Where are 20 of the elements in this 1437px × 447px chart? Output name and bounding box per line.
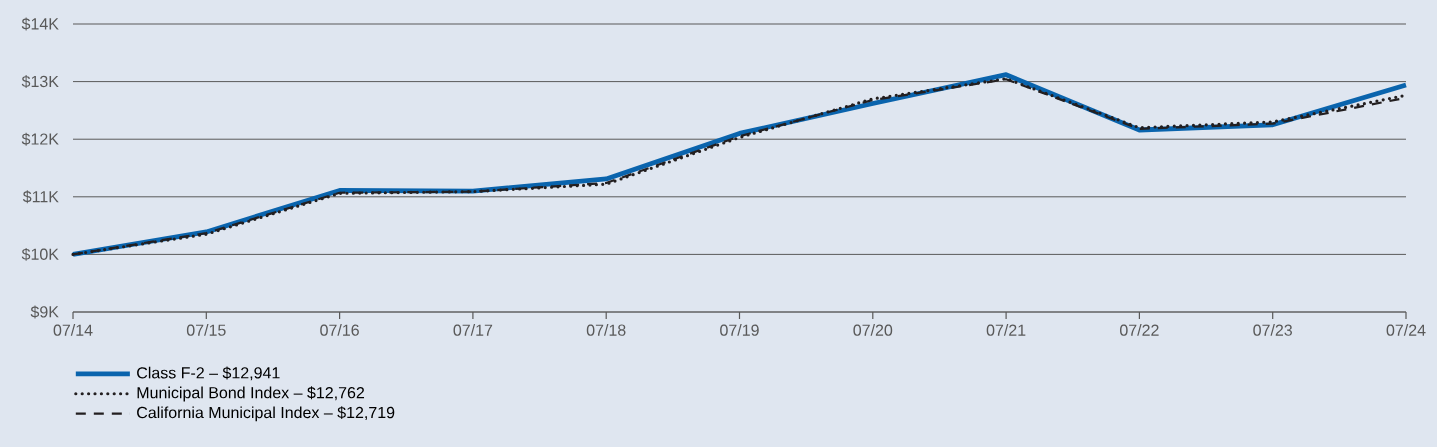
- legend-label: California Municipal Index – $12,719: [137, 406, 395, 422]
- legend-label: Municipal Bond Index – $12,762: [137, 386, 365, 402]
- y-tick-label: $13K: [21, 75, 59, 89]
- x-tick-label: 07/14: [53, 324, 93, 336]
- y-tick-label: $9K: [30, 305, 59, 319]
- y-tick-label: $11K: [22, 190, 59, 204]
- x-tick-label: 07/21: [986, 324, 1026, 336]
- x-tick-label: 07/17: [453, 324, 493, 336]
- x-tick-label: 07/16: [320, 324, 359, 336]
- x-tick-label: 07/15: [186, 324, 226, 336]
- y-tick-label: $14K: [21, 17, 59, 31]
- y-tick-label: $12K: [21, 132, 59, 146]
- x-tick-label: 07/23: [1253, 324, 1292, 336]
- x-tick-label: 07/18: [586, 324, 626, 336]
- y-tick-label: $10K: [21, 247, 59, 261]
- x-tick-label: 07/20: [853, 324, 893, 336]
- legend-label: Class F-2 – $12,941: [137, 366, 280, 381]
- x-tick-label: 07/24: [1386, 324, 1426, 336]
- x-tick-label: 07/22: [1120, 324, 1159, 336]
- x-tick-label: 07/19: [720, 324, 759, 336]
